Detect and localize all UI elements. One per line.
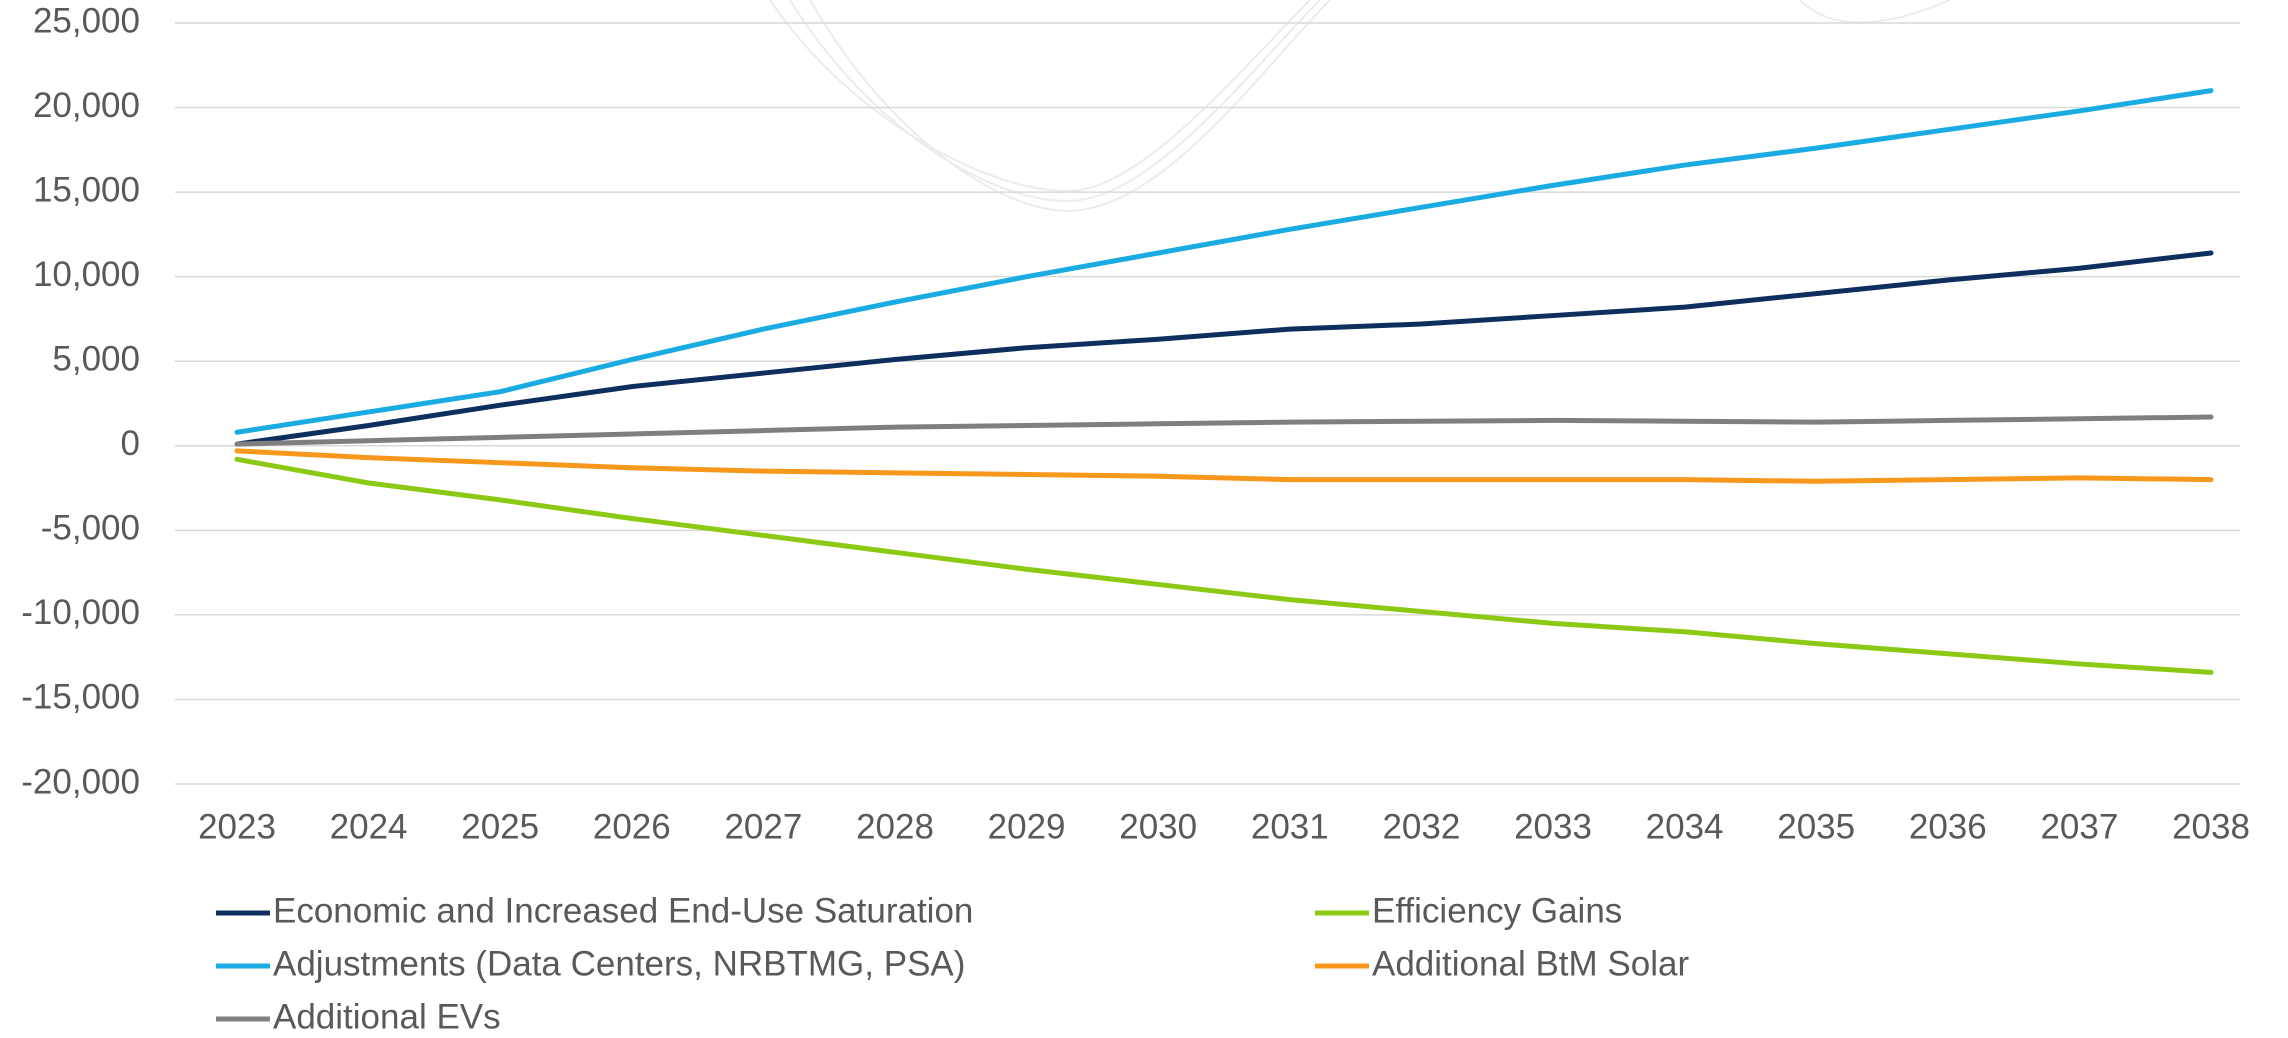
x-tick-label: 2034	[1646, 807, 1724, 846]
legend-label: Adjustments (Data Centers, NRBTMG, PSA)	[273, 944, 965, 983]
x-tick-label: 2032	[1382, 807, 1460, 846]
x-tick-label: 2033	[1514, 807, 1592, 846]
x-tick-label: 2031	[1251, 807, 1329, 846]
series-line	[234, 448, 2214, 484]
legend-label: Economic and Increased End-Use Saturatio…	[273, 891, 973, 930]
y-tick-label: -5,000	[41, 509, 140, 548]
series-line	[234, 88, 2214, 435]
legend-label: Additional BtM Solar	[1372, 944, 1689, 983]
y-tick-label: 0	[121, 424, 140, 463]
y-tick-label: 5,000	[52, 339, 140, 378]
x-tick-label: 2027	[724, 807, 802, 846]
series-line	[234, 456, 2214, 675]
x-tick-label: 2025	[461, 807, 539, 846]
x-tick-label: 2036	[1909, 807, 1987, 846]
legend-label: Additional EVs	[273, 997, 501, 1036]
legend-label: Efficiency Gains	[1372, 891, 1622, 930]
y-tick-label: -10,000	[21, 593, 140, 632]
background-decoration	[769, 0, 1951, 212]
x-tick-label: 2023	[198, 807, 276, 846]
y-tick-label: -15,000	[21, 678, 140, 717]
x-tick-label: 2037	[2040, 807, 2118, 846]
x-tick-label: 2029	[988, 807, 1066, 846]
y-tick-label: 25,000	[33, 1, 140, 40]
y-tick-label: 15,000	[33, 170, 140, 209]
x-tick-label: 2024	[330, 807, 408, 846]
series-line	[234, 414, 2214, 447]
y-tick-label: -20,000	[21, 762, 140, 801]
y-tick-label: 20,000	[33, 86, 140, 125]
series-line	[234, 250, 2214, 447]
y-tick-label: 10,000	[33, 255, 140, 294]
x-tick-label: 2026	[593, 807, 671, 846]
x-tick-label: 2035	[1777, 807, 1855, 846]
x-tick-label: 2030	[1119, 807, 1197, 846]
x-tick-label: 2038	[2172, 807, 2250, 846]
x-tick-label: 2028	[856, 807, 934, 846]
